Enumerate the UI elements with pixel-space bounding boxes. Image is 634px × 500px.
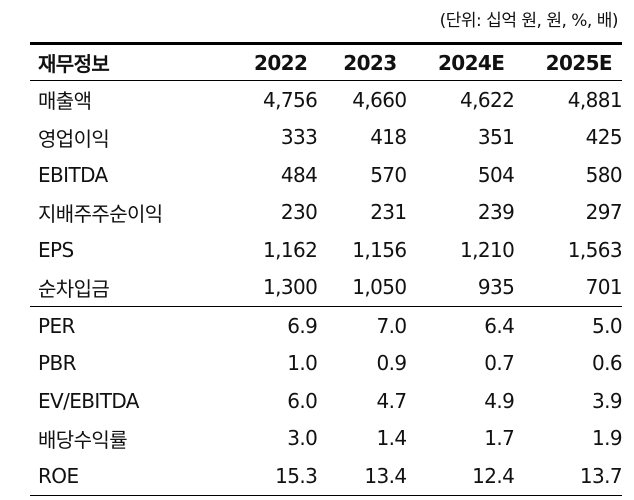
cell: 12.4 xyxy=(472,463,515,488)
row-label: 매출액 xyxy=(38,89,92,114)
cell: 1.7 xyxy=(484,426,515,451)
cell: 4,660 xyxy=(352,87,407,112)
cell: 1,210 xyxy=(460,237,515,262)
cell: 4.9 xyxy=(484,388,515,413)
table-body: 매출액 4,756 4,660 4,622 4,881 영업이익 333 418 351 425 E… xyxy=(30,81,623,495)
cell: 484 xyxy=(280,162,318,187)
cell: 7.0 xyxy=(376,313,408,338)
cell: 1,563 xyxy=(567,237,623,262)
table-row: 매출액 4,756 4,660 4,622 4,881 xyxy=(30,81,623,119)
table-row: EPS 1,162 1,156 1,210 1,563 xyxy=(30,231,623,269)
table-row: PER 6.9 7.0 6.4 5.0 xyxy=(30,306,623,345)
cell: 1,050 xyxy=(352,275,407,300)
cell: 425 xyxy=(585,125,623,150)
cell: 0.7 xyxy=(484,351,515,376)
row-label: 배당수익률 xyxy=(38,427,128,452)
row-label: 순차입금 xyxy=(38,276,110,301)
column-header: 2022 xyxy=(254,50,308,75)
cell: 13.7 xyxy=(579,463,623,488)
table-row: 영업이익 333 418 351 425 xyxy=(30,119,623,157)
row-label: EBITDA xyxy=(38,162,108,187)
row-label: ROE xyxy=(38,463,79,488)
row-label: 영업이익 xyxy=(38,126,110,151)
cell: 230 xyxy=(280,200,318,225)
cell: 570 xyxy=(370,162,407,187)
financial-table: 재무정보 2022 2023 2024E 2025E 매출액 4,756 4,660 4,62… xyxy=(30,42,623,496)
cell: 418 xyxy=(370,125,407,150)
cell: 1.4 xyxy=(376,426,408,451)
row-label: PBR xyxy=(38,351,76,376)
cell: 1,300 xyxy=(263,275,318,300)
cell: 351 xyxy=(477,125,515,150)
cell: 4,756 xyxy=(263,87,318,112)
cell: 6.0 xyxy=(287,388,318,413)
table-row: 지배주주순이익 230 231 239 297 xyxy=(30,194,623,232)
row-label: EV/EBITDA xyxy=(38,388,139,413)
table-header: 재무정보 2022 2023 2024E 2025E xyxy=(30,43,622,81)
cell: 0.6 xyxy=(591,351,623,376)
cell: 13.4 xyxy=(364,463,407,488)
cell: 4.7 xyxy=(376,388,408,413)
cell: 6.4 xyxy=(484,313,515,338)
cell: 504 xyxy=(477,162,515,187)
table-row: PBR 1.0 0.9 0.7 0.6 xyxy=(30,345,623,383)
table-row: EV/EBITDA 6.0 4.7 4.9 3.9 xyxy=(30,382,623,420)
header-row: 재무정보 2022 2023 2024E 2025E xyxy=(30,43,622,81)
cell: 1,162 xyxy=(263,237,318,262)
cell: 231 xyxy=(370,200,407,225)
table-row: 배당수익률 3.0 1.4 1.7 1.9 xyxy=(30,420,623,458)
table-row: ROE 15.3 13.4 12.4 13.7 xyxy=(30,457,623,495)
column-header: 재무정보 xyxy=(38,52,110,76)
table-row: EBITDA 484 570 504 580 xyxy=(30,156,623,194)
cell: 6.9 xyxy=(287,313,318,338)
cell: 239 xyxy=(477,200,515,225)
cell: 0.9 xyxy=(376,351,408,376)
row-label: 지배주주순이익 xyxy=(38,201,163,226)
cell: 333 xyxy=(280,125,318,150)
cell: 1.0 xyxy=(287,351,318,376)
column-header: 2023 xyxy=(343,50,397,75)
unit-note: (단위: 십억 원, 원, %, 배) xyxy=(439,11,619,31)
table-row: 순차입금 1,300 1,050 935 701 xyxy=(30,269,623,307)
row-label: PER xyxy=(38,313,75,338)
row-label: EPS xyxy=(38,237,74,262)
cell: 580 xyxy=(585,162,623,187)
column-header: 2025E xyxy=(545,50,613,75)
cell: 1,156 xyxy=(352,237,407,262)
cell: 4,622 xyxy=(460,87,515,112)
column-header: 2024E xyxy=(437,50,505,75)
cell: 15.3 xyxy=(275,463,318,488)
cell: 935 xyxy=(477,275,515,300)
cell: 4,881 xyxy=(567,87,623,112)
cell: 5.0 xyxy=(591,313,623,338)
cell: 3.9 xyxy=(591,388,623,413)
cell: 1.9 xyxy=(591,426,623,451)
cell: 297 xyxy=(585,200,623,225)
cell: 3.0 xyxy=(287,426,318,451)
cell: 701 xyxy=(585,275,623,300)
